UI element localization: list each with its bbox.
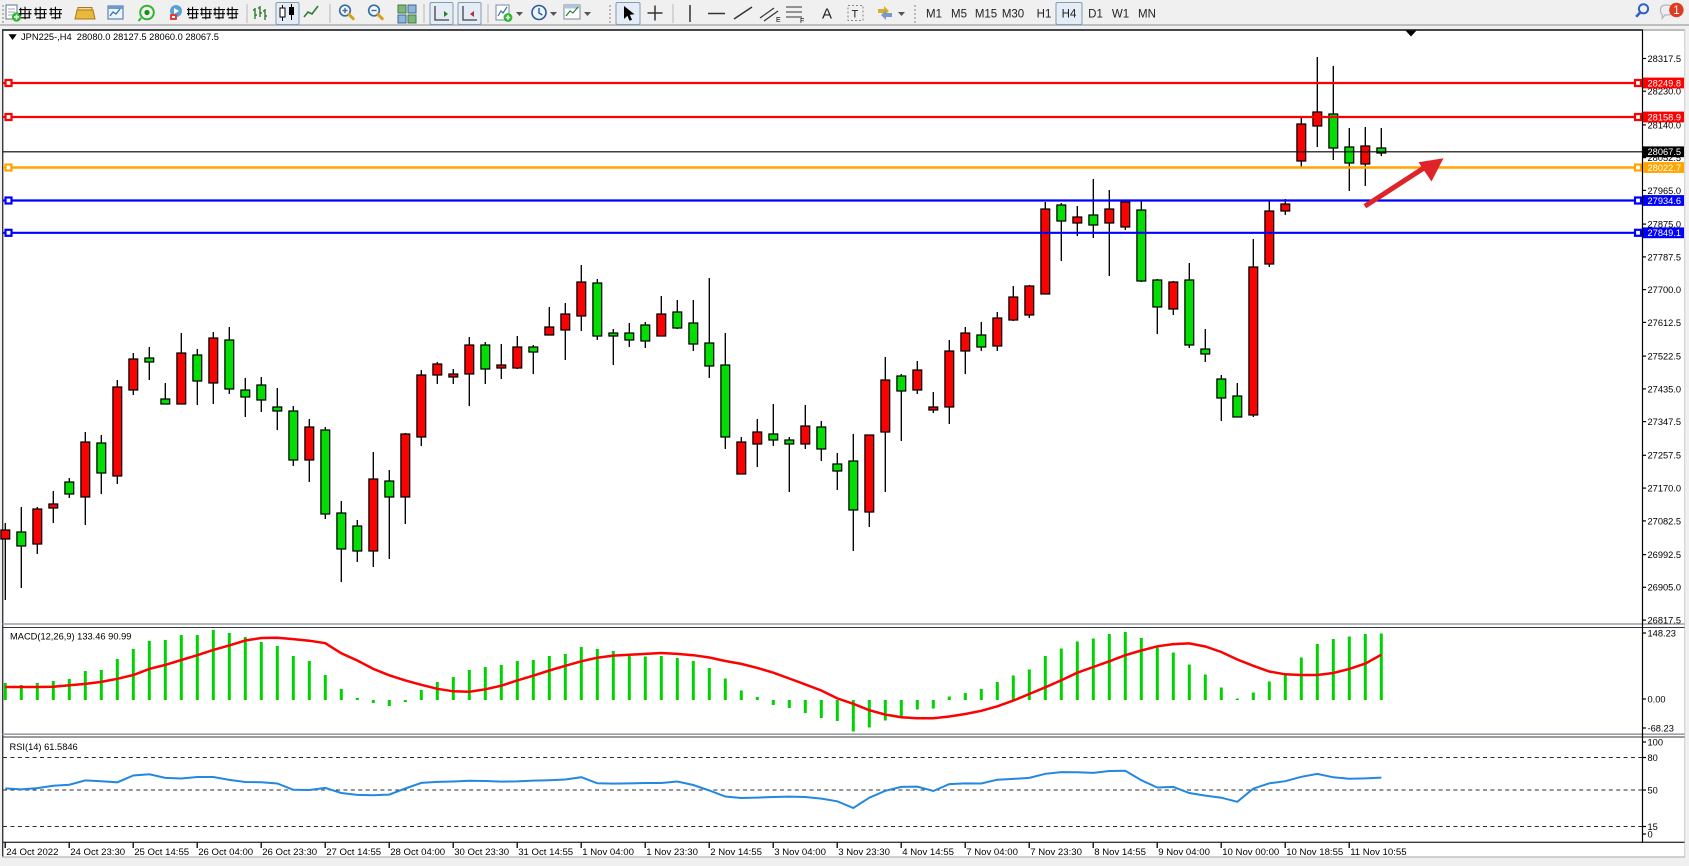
svg-text:148.23: 148.23 [1648, 628, 1676, 638]
svg-text:1 Nov 23:30: 1 Nov 23:30 [646, 847, 698, 858]
svg-text:M15: M15 [975, 9, 997, 21]
svg-text:1: 1 [1673, 5, 1679, 17]
svg-text:28052.5: 28052.5 [1648, 153, 1682, 163]
svg-text:MN: MN [1138, 9, 1156, 21]
svg-text:W1: W1 [1112, 9, 1129, 21]
svg-text:27700.0: 27700.0 [1648, 285, 1682, 295]
svg-text:8 Nov 14:55: 8 Nov 14:55 [1094, 847, 1146, 858]
svg-text:28158.9: 28158.9 [1648, 112, 1682, 122]
svg-text:26817.5: 26817.5 [1648, 616, 1682, 626]
svg-text:50: 50 [1648, 785, 1658, 795]
svg-text:27522.5: 27522.5 [1648, 352, 1682, 362]
svg-text:-68.23: -68.23 [1648, 723, 1674, 733]
svg-text:25 Oct 14:55: 25 Oct 14:55 [134, 847, 189, 858]
svg-text:10 Nov 00:00: 10 Nov 00:00 [1222, 847, 1279, 858]
svg-text:26992.5: 26992.5 [1648, 550, 1682, 560]
svg-text:9 Nov 04:00: 9 Nov 04:00 [1158, 847, 1210, 858]
svg-text:27435.0: 27435.0 [1648, 384, 1682, 394]
svg-text:H4: H4 [1062, 9, 1077, 21]
svg-text:27787.5: 27787.5 [1648, 252, 1682, 262]
svg-text:11 Nov 10:55: 11 Nov 10:55 [1350, 847, 1406, 858]
svg-text:28317.5: 28317.5 [1648, 54, 1682, 64]
svg-text:80: 80 [1648, 753, 1658, 763]
svg-text:27082.5: 27082.5 [1648, 516, 1682, 526]
svg-text:30 Oct 23:30: 30 Oct 23:30 [454, 847, 509, 858]
svg-text:27849.1: 27849.1 [1648, 228, 1682, 238]
svg-text:27934.6: 27934.6 [1648, 196, 1682, 206]
svg-text:100: 100 [1648, 737, 1664, 747]
svg-text:M5: M5 [951, 9, 967, 21]
svg-text:27875.0: 27875.0 [1648, 220, 1682, 230]
svg-text:28140.0: 28140.0 [1648, 120, 1682, 130]
svg-text:1 Nov 04:00: 1 Nov 04:00 [582, 847, 634, 858]
svg-text:27347.5: 27347.5 [1648, 417, 1682, 427]
svg-text:15: 15 [1648, 822, 1658, 832]
svg-text:10 Nov 18:55: 10 Nov 18:55 [1286, 847, 1343, 858]
svg-text:24 Oct 23:30: 24 Oct 23:30 [70, 847, 125, 858]
svg-text:26905.0: 26905.0 [1648, 583, 1682, 593]
svg-text:4 Nov 14:55: 4 Nov 14:55 [902, 847, 954, 858]
svg-text:T: T [852, 9, 859, 21]
svg-text:MACD(12,26,9) 133.46 90.99: MACD(12,26,9) 133.46 90.99 [10, 632, 131, 642]
svg-text:M30: M30 [1002, 9, 1024, 21]
svg-text:JPN225-,H4 28080.0 28127.5 28: JPN225-,H4 28080.0 28127.5 28060.0 28067… [21, 32, 219, 42]
svg-text:26 Oct 23:30: 26 Oct 23:30 [262, 847, 317, 858]
svg-text:27612.5: 27612.5 [1648, 318, 1682, 328]
svg-text:27965.0: 27965.0 [1648, 186, 1682, 196]
svg-text:A: A [822, 6, 832, 23]
svg-text:3 Nov 04:00: 3 Nov 04:00 [774, 847, 826, 858]
svg-text:RSI(14) 61.5846: RSI(14) 61.5846 [10, 742, 78, 752]
svg-text:0.00: 0.00 [1648, 694, 1666, 704]
svg-text:2 Nov 14:55: 2 Nov 14:55 [710, 847, 762, 858]
svg-text:7 Nov 04:00: 7 Nov 04:00 [966, 847, 1018, 858]
svg-text:28022.7: 28022.7 [1648, 163, 1682, 173]
svg-text:24 Oct 2022: 24 Oct 2022 [6, 847, 58, 858]
svg-text:3 Nov 23:30: 3 Nov 23:30 [838, 847, 890, 858]
svg-text:27 Oct 14:55: 27 Oct 14:55 [326, 847, 381, 858]
svg-text:0: 0 [1648, 829, 1653, 839]
svg-text:H1: H1 [1037, 9, 1052, 21]
svg-text:E: E [776, 17, 781, 24]
svg-text:28230.0: 28230.0 [1648, 87, 1682, 97]
svg-text:27170.0: 27170.0 [1648, 484, 1682, 494]
svg-text:28 Oct 04:00: 28 Oct 04:00 [390, 847, 445, 858]
svg-text:28249.8: 28249.8 [1648, 78, 1682, 88]
svg-text:7 Nov 23:30: 7 Nov 23:30 [1030, 847, 1082, 858]
svg-text:26 Oct 04:00: 26 Oct 04:00 [198, 847, 253, 858]
svg-text:D1: D1 [1088, 9, 1103, 21]
svg-text:27257.5: 27257.5 [1648, 451, 1682, 461]
svg-text:F: F [800, 18, 804, 25]
svg-text:M1: M1 [926, 9, 942, 21]
svg-text:31 Oct 14:55: 31 Oct 14:55 [518, 847, 573, 858]
svg-text:28067.5: 28067.5 [1648, 147, 1682, 157]
